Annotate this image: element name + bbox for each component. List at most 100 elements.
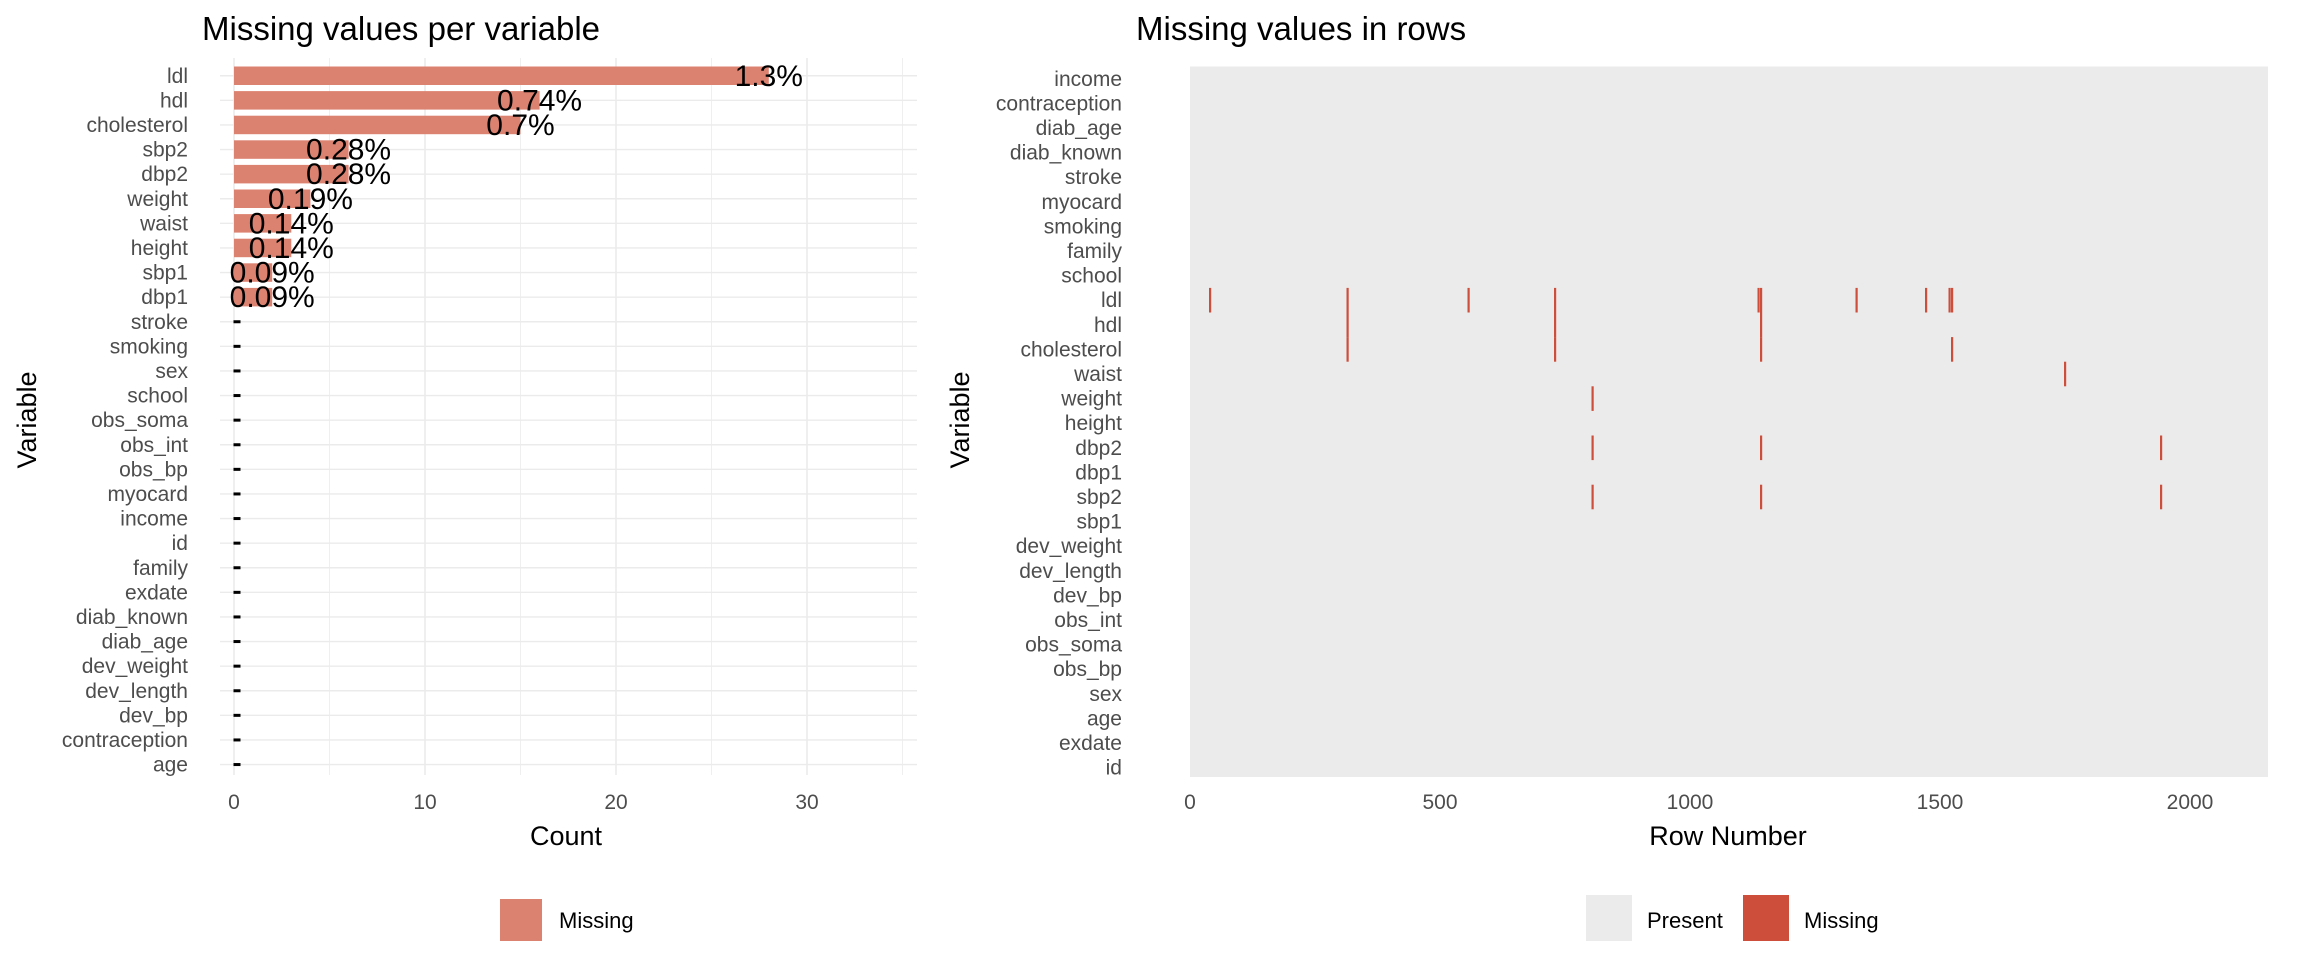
y-tick-label: obs_int	[120, 434, 188, 457]
y-tick-label: ldl	[167, 65, 188, 88]
bar-label-ldl: 1.3%	[735, 60, 803, 93]
y-tick-label: dev_weight	[1016, 535, 1122, 558]
right-x-axis-label: Row Number	[1649, 821, 1807, 851]
y-tick-label: smoking	[110, 335, 188, 358]
y-tick-label: age	[153, 754, 188, 777]
y-tick-label: height	[131, 237, 188, 260]
missing-per-variable-panel: Missing values per variable ldlhdlcholes…	[12, 10, 917, 941]
missing-cell-waist	[2064, 361, 2067, 387]
y-tick-label: school	[1061, 265, 1122, 288]
bar-ldl	[234, 66, 769, 85]
y-tick-label: waist	[1073, 363, 1122, 386]
legend-key-missing	[1743, 895, 1789, 941]
y-tick-label: cholesterol	[86, 114, 188, 137]
y-tick-label: weight	[126, 188, 188, 211]
zero-bar-dev_weight	[233, 664, 241, 668]
left-x-tick-labels: 0 10 20 30	[228, 791, 819, 814]
left-bars	[233, 66, 769, 767]
missing-cell-cholesterol	[1346, 337, 1349, 362]
y-tick-label: cholesterol	[1020, 338, 1122, 361]
y-tick-label: myocard	[107, 483, 188, 506]
x-tick-label: 500	[1422, 791, 1457, 814]
missing-cell-ldl	[1467, 287, 1470, 313]
y-tick-label: dev_length	[85, 680, 188, 703]
y-tick-label: weight	[1060, 388, 1122, 411]
y-tick-label: exdate	[125, 581, 188, 604]
right-chart-title: Missing values in rows	[1136, 10, 1466, 47]
x-tick-label: 30	[795, 791, 818, 814]
y-tick-label: sbp2	[142, 139, 188, 162]
missing-cell-sbp2	[2160, 484, 2163, 510]
y-tick-label: obs_bp	[1053, 658, 1122, 681]
bar-label-height: 0.14%	[249, 232, 334, 265]
y-tick-label: waist	[139, 212, 188, 235]
bar-label-cholesterol: 0.7%	[486, 109, 554, 142]
y-tick-label: contraception	[996, 92, 1122, 115]
zero-bar-obs_bp	[233, 467, 241, 471]
y-tick-label: sbp1	[142, 262, 188, 285]
missing-cell-dbp2	[1591, 435, 1594, 461]
bar-label-waist: 0.14%	[249, 207, 334, 240]
x-tick-label: 1000	[1667, 791, 1714, 814]
missing-cell-ldl	[1757, 287, 1760, 313]
bar-label-hdl: 0.74%	[497, 84, 582, 117]
y-tick-label: income	[1054, 68, 1122, 91]
bar-sbp1	[234, 263, 273, 282]
y-tick-label: stroke	[1065, 166, 1122, 189]
y-tick-label: dbp1	[1075, 461, 1122, 484]
bar-label-sbp1: 0.09%	[230, 257, 315, 290]
y-tick-label: family	[1067, 240, 1122, 263]
present-background	[1190, 66, 2268, 777]
bar-label-weight: 0.19%	[268, 183, 353, 216]
missing-cell-hdl	[1346, 312, 1349, 338]
zero-bar-dev_length	[233, 689, 241, 693]
y-tick-label: sbp2	[1076, 486, 1122, 509]
missing-cell-hdl	[1760, 312, 1763, 338]
y-tick-label: dev_bp	[119, 704, 188, 727]
missing-cell-ldl	[1925, 287, 1928, 313]
y-tick-label: dev_weight	[82, 655, 188, 678]
x-tick-label: 10	[413, 791, 436, 814]
y-tick-label: sex	[1089, 683, 1122, 706]
y-tick-label: obs_bp	[119, 458, 188, 481]
x-tick-label: 0	[228, 791, 240, 814]
zero-bar-contraception	[233, 738, 241, 742]
missing-cell-ldl	[1855, 287, 1858, 313]
y-tick-label: dbp1	[141, 286, 188, 309]
bar-label-dbp1: 0.09%	[230, 281, 315, 314]
left-x-axis-label: Count	[530, 821, 603, 851]
y-tick-label: sex	[155, 360, 188, 383]
zero-bar-school	[233, 394, 241, 398]
right-legend: Present Missing	[1586, 895, 1879, 941]
missing-cell-hdl	[1554, 312, 1557, 338]
missing-cell-ldl	[1554, 287, 1557, 313]
legend-label-present: Present	[1647, 908, 1723, 933]
bar-hdl	[234, 91, 540, 110]
zero-bar-smoking	[233, 344, 241, 348]
missing-cell-sbp2	[1760, 484, 1763, 510]
legend-label-missing: Missing	[559, 908, 634, 933]
y-tick-label: exdate	[1059, 732, 1122, 755]
bar-height	[234, 238, 292, 258]
bar-sbp2	[234, 140, 349, 159]
bar-label-dbp2: 0.28%	[306, 158, 391, 191]
missing-cell-ldl	[1951, 287, 1954, 313]
bar-cholesterol	[234, 115, 521, 135]
y-tick-label: school	[127, 385, 188, 408]
missing-cell-weight	[1591, 386, 1594, 411]
y-tick-label: diab_age	[1036, 117, 1122, 140]
zero-bar-age	[233, 763, 241, 767]
x-tick-label: 0	[1184, 791, 1196, 814]
y-tick-label: sbp1	[1076, 511, 1122, 534]
bar-weight	[234, 189, 311, 208]
zero-bar-family	[233, 566, 241, 570]
y-tick-label: id	[1106, 757, 1122, 780]
zero-bar-diab_known	[233, 615, 241, 619]
right-y-axis-label: Variable	[945, 371, 975, 468]
y-tick-label: myocard	[1041, 191, 1122, 214]
missing-cell-dbp2	[1760, 435, 1763, 461]
missing-cells	[1209, 287, 2163, 510]
missing-cell-cholesterol	[1951, 337, 1954, 362]
